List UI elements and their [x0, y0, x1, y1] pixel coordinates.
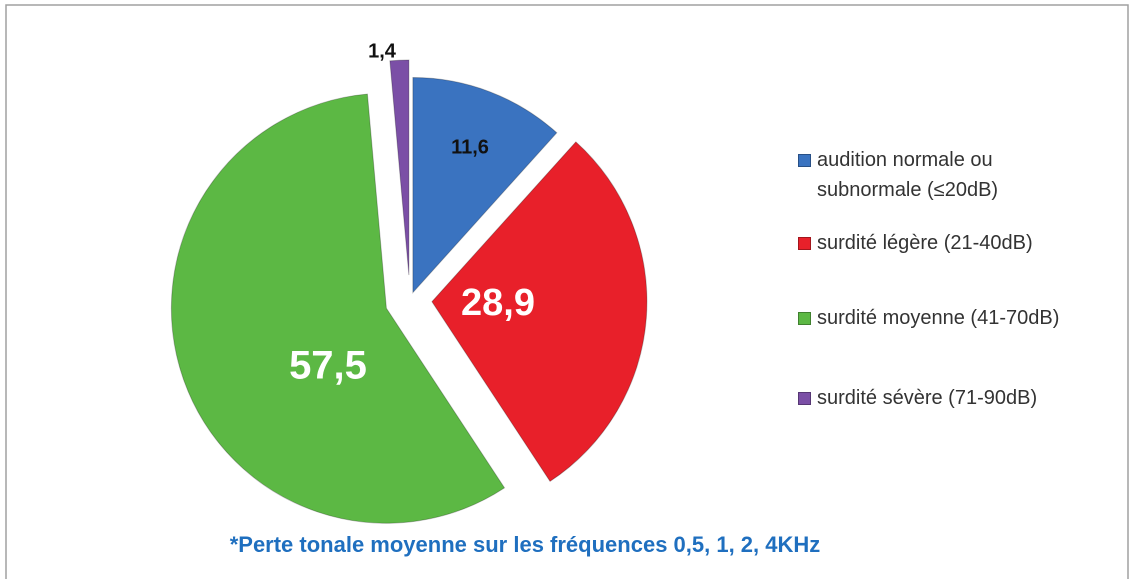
- legend-label: surdité légère (21-40dB): [817, 232, 1033, 254]
- pie-slice: [412, 77, 558, 294]
- legend-item: audition normale ou subnormale (≤20dB): [798, 145, 1098, 205]
- data-label: 57,5: [289, 344, 367, 388]
- legend-swatch: [798, 392, 811, 405]
- legend-label: surdité sévère (71-90dB): [817, 387, 1038, 409]
- footnote: *Perte tonale moyenne sur les fréquences…: [229, 532, 821, 557]
- data-label: 28,9: [461, 282, 535, 324]
- pie-slice: [170, 93, 506, 524]
- data-label: 1,4: [368, 40, 397, 62]
- legend-label: audition normale ou subnormale (≤20dB): [817, 149, 999, 201]
- pie-slice: [389, 59, 410, 276]
- data-label: 11,6: [451, 136, 489, 158]
- pie-slice: [431, 141, 648, 483]
- legend-item: surdité sévère (71-90dB): [798, 383, 1098, 413]
- legend-item: surdité légère (21-40dB): [798, 228, 1098, 258]
- legend-label: surdité moyenne (41-70dB): [817, 307, 1060, 329]
- legend-item: surdité moyenne (41-70dB): [798, 303, 1098, 333]
- legend-swatch: [798, 154, 811, 167]
- legend-swatch: [798, 237, 811, 250]
- legend-swatch: [798, 312, 811, 325]
- frame: [5, 4, 1129, 579]
